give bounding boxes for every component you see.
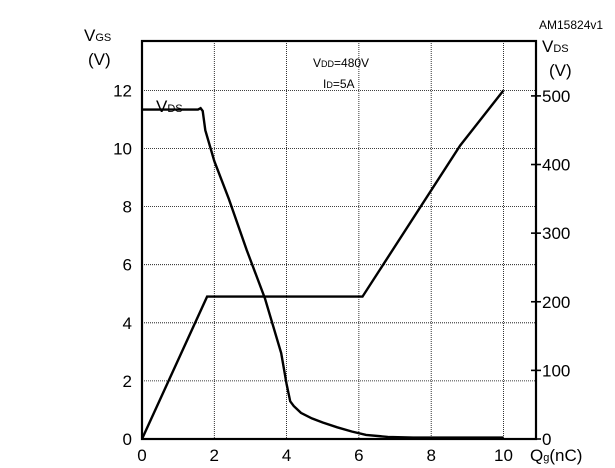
left-tick-label: 12 bbox=[113, 81, 132, 100]
right-tick-label: 0 bbox=[542, 430, 551, 449]
grid bbox=[142, 41, 536, 439]
x-tick-label: 10 bbox=[494, 446, 513, 465]
x-tick-label: 2 bbox=[210, 446, 219, 465]
left-tick-label: 0 bbox=[123, 430, 132, 449]
x-tick-label: 4 bbox=[282, 446, 291, 465]
left-tick-label: 2 bbox=[123, 372, 132, 391]
vdd-annotation: VDD=480V bbox=[313, 56, 369, 70]
right-tick-label: 300 bbox=[542, 224, 570, 243]
right-tick-label: 200 bbox=[542, 293, 570, 312]
x-tick-label: 8 bbox=[426, 446, 435, 465]
id-annotation: ID=5A bbox=[323, 77, 355, 91]
plot-border bbox=[140, 39, 538, 441]
x-tick-label: 6 bbox=[354, 446, 363, 465]
left-axis-ticks: 0 2 4 6 8 10 12 bbox=[113, 81, 132, 449]
left-tick-label: 6 bbox=[123, 256, 132, 275]
vds-curve bbox=[142, 106, 504, 439]
right-tick-label: 100 bbox=[542, 361, 570, 380]
vds-series-label: VDS bbox=[156, 97, 183, 116]
right-axis-label: VDS bbox=[542, 37, 569, 56]
left-tick-label: 4 bbox=[123, 314, 132, 333]
x-tick-label: 0 bbox=[137, 446, 146, 465]
figure-id: AM15824v1 bbox=[539, 18, 603, 32]
x-axis-label: Qg(nC) bbox=[530, 446, 582, 465]
right-tick-label: 400 bbox=[542, 156, 570, 175]
right-axis-unit: (V) bbox=[549, 61, 572, 80]
x-axis-ticks: 0 2 4 6 8 10 bbox=[137, 446, 513, 465]
right-tick-label: 500 bbox=[542, 87, 570, 106]
left-tick-label: 10 bbox=[113, 139, 132, 158]
left-tick-label: 8 bbox=[123, 198, 132, 217]
right-axis-ticks: 0 100 200 300 400 500 bbox=[531, 87, 570, 449]
left-axis-label: VGS bbox=[84, 26, 111, 45]
left-axis-unit: (V) bbox=[88, 50, 111, 69]
vgs-curve bbox=[140, 89, 505, 440]
